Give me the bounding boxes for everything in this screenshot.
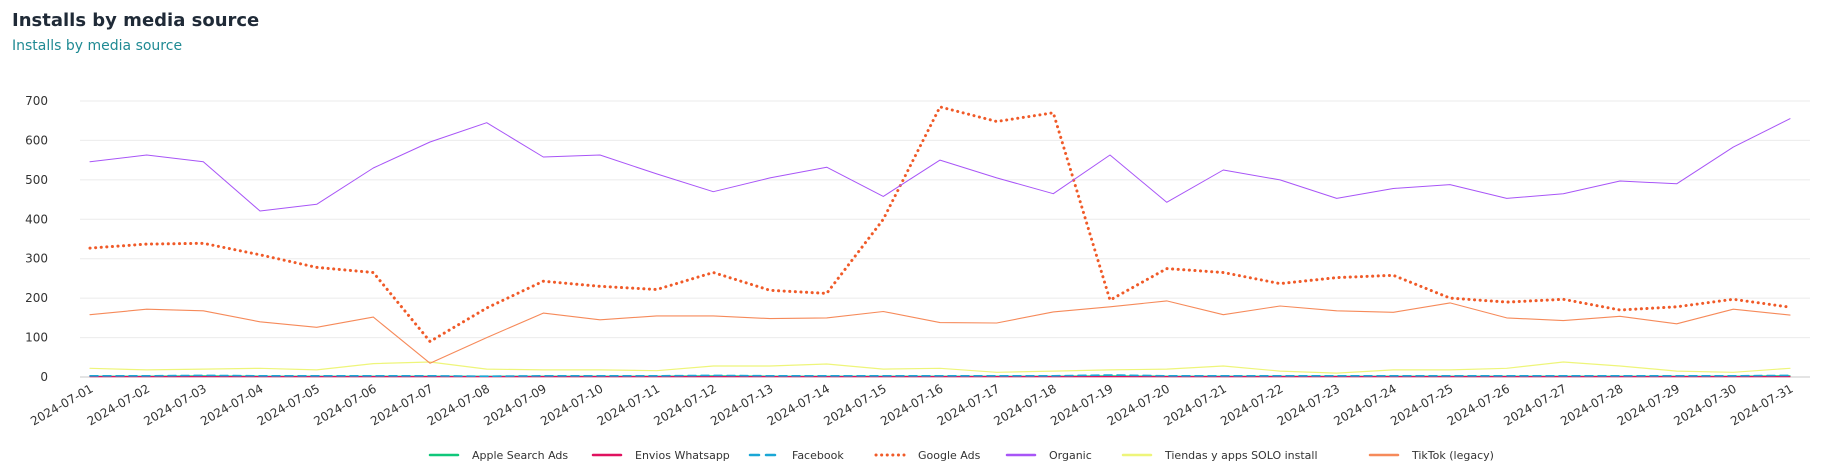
x-tick-label: 2024-07-12 xyxy=(651,381,718,428)
y-axis-ticks: 0 100 200 300 400 500 600 700 xyxy=(25,94,48,384)
legend[interactable]: Apple Search Ads Envios Whatsapp Facebook G… xyxy=(428,449,1494,462)
x-tick-label: 2024-07-10 xyxy=(538,381,605,428)
x-tick-label: 2024-07-25 xyxy=(1388,381,1455,428)
x-tick-label: 2024-07-27 xyxy=(1501,381,1568,428)
x-tick-label: 2024-07-26 xyxy=(1445,381,1512,428)
legend-label: Tiendas y apps SOLO install xyxy=(1164,449,1318,462)
legend-item[interactable]: TikTok (legacy) xyxy=(1368,449,1494,462)
x-tick-label: 2024-07-29 xyxy=(1615,381,1682,428)
y-tick-label: 0 xyxy=(40,370,48,384)
chart-subtitle: Installs by media source xyxy=(12,38,183,54)
legend-item[interactable]: Google Ads xyxy=(874,449,981,462)
legend-item[interactable]: Tiendas y apps SOLO install xyxy=(1121,449,1318,462)
series-line-facebook xyxy=(89,374,1791,378)
series-line-tiendas-y-apps-solo-install xyxy=(89,361,1791,374)
x-tick-label: 2024-07-13 xyxy=(708,381,775,428)
legend-label: TikTok (legacy) xyxy=(1411,449,1494,462)
series-lines xyxy=(88,105,1792,378)
x-tick-label: 2024-07-15 xyxy=(821,381,888,428)
x-tick-label: 2024-07-14 xyxy=(765,381,832,428)
series-line-google-ads xyxy=(88,105,1792,343)
x-tick-label: 2024-07-24 xyxy=(1331,381,1398,428)
legend-label: Facebook xyxy=(792,449,844,462)
legend-item[interactable]: Organic xyxy=(1005,449,1092,462)
x-tick-label: 2024-07-03 xyxy=(141,381,208,428)
series-line-organic xyxy=(89,118,1791,212)
x-tick-label: 2024-07-16 xyxy=(878,381,945,428)
legend-label: Apple Search Ads xyxy=(472,449,568,462)
x-tick-label: 2024-07-28 xyxy=(1558,381,1625,428)
legend-item[interactable]: Apple Search Ads xyxy=(428,449,568,462)
x-tick-label: 2024-07-21 xyxy=(1161,381,1228,428)
y-tick-label: 100 xyxy=(25,331,48,345)
x-tick-label: 2024-07-30 xyxy=(1671,381,1738,428)
legend-label: Google Ads xyxy=(918,449,981,462)
grid-lines xyxy=(80,100,1810,378)
legend-label: Envios Whatsapp xyxy=(635,449,730,462)
x-axis-ticks: 2024-07-012024-07-022024-07-032024-07-04… xyxy=(28,381,1795,428)
legend-label: Organic xyxy=(1049,449,1092,462)
x-tick-label: 2024-07-07 xyxy=(368,381,435,428)
x-tick-label: 2024-07-17 xyxy=(935,381,1002,428)
x-tick-label: 2024-07-19 xyxy=(1048,381,1115,428)
chart-title: Installs by media source xyxy=(12,10,260,31)
x-tick-label: 2024-07-31 xyxy=(1728,381,1795,428)
x-tick-label: 2024-07-20 xyxy=(1105,381,1172,428)
x-tick-label: 2024-07-01 xyxy=(28,381,95,428)
x-tick-label: 2024-07-11 xyxy=(595,381,662,428)
y-tick-label: 500 xyxy=(25,173,48,187)
x-tick-label: 2024-07-09 xyxy=(481,381,548,428)
y-tick-label: 300 xyxy=(25,252,48,266)
x-tick-label: 2024-07-06 xyxy=(311,381,378,428)
y-tick-label: 200 xyxy=(25,291,48,305)
y-tick-label: 400 xyxy=(25,212,48,226)
x-tick-label: 2024-07-18 xyxy=(991,381,1058,428)
x-tick-label: 2024-07-02 xyxy=(85,381,152,428)
x-tick-label: 2024-07-22 xyxy=(1218,381,1285,428)
y-tick-label: 700 xyxy=(25,94,48,108)
y-tick-label: 600 xyxy=(25,133,48,147)
legend-item[interactable]: Envios Whatsapp xyxy=(591,449,730,462)
legend-item[interactable]: Facebook xyxy=(748,449,844,462)
x-tick-label: 2024-07-05 xyxy=(255,381,322,428)
x-tick-label: 2024-07-04 xyxy=(198,381,265,428)
x-tick-label: 2024-07-23 xyxy=(1275,381,1342,428)
series-line-tiktok-legacy xyxy=(89,300,1791,364)
x-tick-label: 2024-07-08 xyxy=(425,381,492,428)
